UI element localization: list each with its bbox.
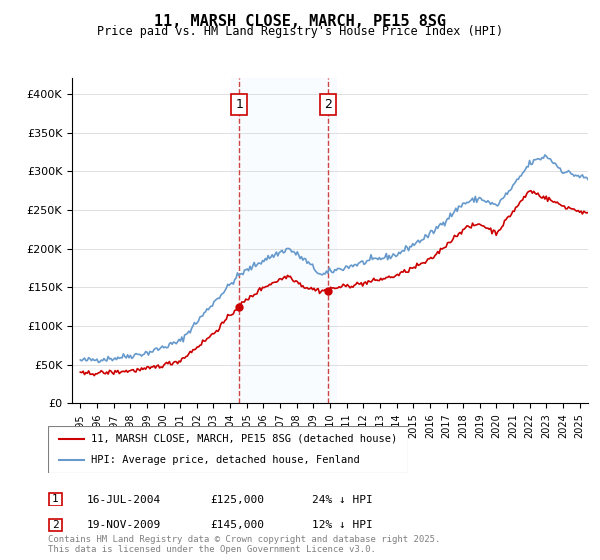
Text: £145,000: £145,000 [210, 520, 264, 530]
Text: Price paid vs. HM Land Registry's House Price Index (HPI): Price paid vs. HM Land Registry's House … [97, 25, 503, 38]
Text: 19-NOV-2009: 19-NOV-2009 [87, 520, 161, 530]
Text: 1: 1 [52, 494, 59, 504]
FancyBboxPatch shape [49, 519, 62, 531]
FancyBboxPatch shape [48, 426, 408, 473]
Text: 12% ↓ HPI: 12% ↓ HPI [312, 520, 373, 530]
Text: 11, MARSH CLOSE, MARCH, PE15 8SG (detached house): 11, MARSH CLOSE, MARCH, PE15 8SG (detach… [91, 434, 397, 444]
Text: 24% ↓ HPI: 24% ↓ HPI [312, 494, 373, 505]
Text: 2: 2 [324, 98, 332, 111]
Bar [231, 78, 337, 403]
Text: HPI: Average price, detached house, Fenland: HPI: Average price, detached house, Fenl… [91, 455, 360, 465]
Text: Contains HM Land Registry data © Crown copyright and database right 2025.
This d: Contains HM Land Registry data © Crown c… [48, 535, 440, 554]
FancyBboxPatch shape [49, 493, 62, 506]
Text: 2: 2 [52, 520, 59, 530]
Text: £125,000: £125,000 [210, 494, 264, 505]
Text: 16-JUL-2004: 16-JUL-2004 [87, 494, 161, 505]
Text: 11, MARSH CLOSE, MARCH, PE15 8SG: 11, MARSH CLOSE, MARCH, PE15 8SG [154, 14, 446, 29]
Text: 1: 1 [235, 98, 243, 111]
